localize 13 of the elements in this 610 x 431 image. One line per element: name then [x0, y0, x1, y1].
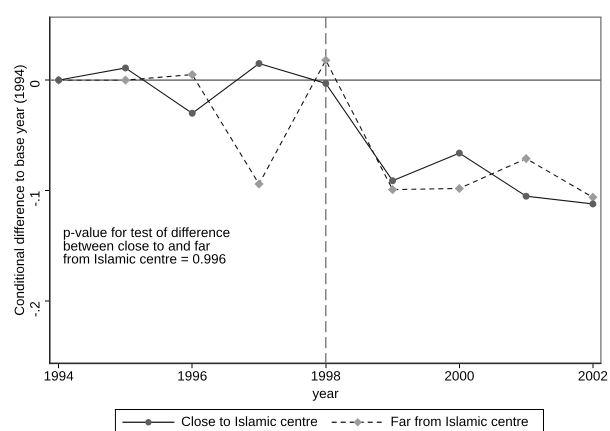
- y-axis-title: Conditional difference to base year (1994): [12, 64, 27, 316]
- x-axis-title: year: [312, 386, 340, 401]
- x-tick-label: 1998: [310, 368, 341, 384]
- legend-label: Far from Islamic centre: [390, 414, 528, 429]
- x-tick-label: 1994: [44, 368, 74, 384]
- annotation: p-value for test of difference between close to and far from Islamic centre = 0.996: [63, 224, 230, 267]
- x-tick-label: 2002: [578, 368, 608, 384]
- x-tick-label: 1996: [177, 368, 208, 384]
- y-tick-label: -.2: [28, 301, 43, 318]
- y-tick-label: -.1: [28, 190, 43, 206]
- y-tick-label: 0: [28, 80, 43, 88]
- x-tick-label: 2000: [444, 368, 474, 384]
- legend-label: Close to Islamic centre: [181, 414, 318, 429]
